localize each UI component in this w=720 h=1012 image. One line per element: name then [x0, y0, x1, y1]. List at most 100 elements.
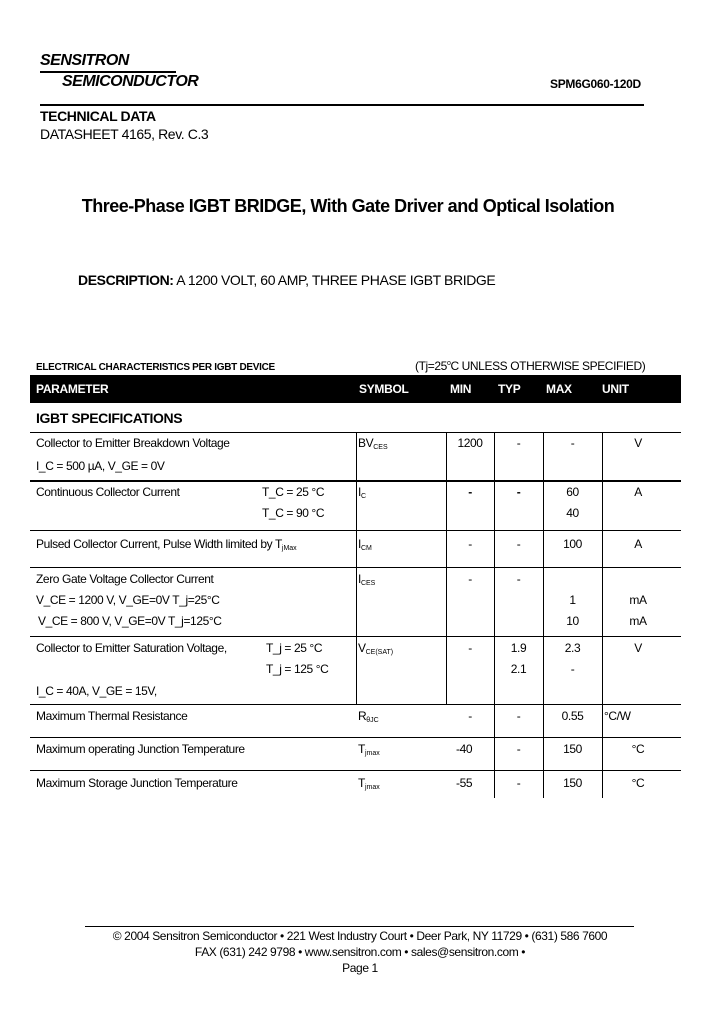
typ-value: 2.1	[510, 662, 527, 676]
page-number: Page 1	[342, 961, 378, 975]
condition-degree: o	[446, 360, 451, 367]
row-divider	[30, 704, 681, 705]
max-value: 10	[566, 614, 579, 628]
min-value: -40	[456, 742, 473, 756]
document-title: Three-Phase IGBT BRIDGE, With Gate Drive…	[81, 196, 615, 216]
max-value: -	[570, 662, 575, 676]
symbol: BVCES	[358, 436, 388, 451]
param-thermal-resistance: Maximum Thermal Resistance	[36, 709, 188, 723]
min-value: -	[468, 537, 472, 551]
unit: V	[634, 436, 642, 450]
symbol: ICM	[358, 537, 372, 552]
table-header: PARAMETER SYMBOL MIN TYP MAX UNIT	[30, 375, 681, 403]
datasheet-number: DATASHEET 4165, Rev. C.3	[40, 126, 209, 142]
typ-value: -	[516, 776, 521, 790]
logo-underline	[40, 71, 176, 73]
param-zero-gate-current: Zero Gate Voltage Collector Current	[36, 572, 214, 586]
part-number: SPM6G060-120D	[550, 77, 641, 91]
max-value: 0.55	[561, 709, 584, 723]
row-divider	[30, 636, 681, 637]
unit: mA	[629, 614, 647, 628]
typ-value: -	[516, 572, 521, 586]
footer-contact: FAX (631) 242 9798 • www.sensitron.com •…	[194, 945, 526, 959]
param-storage-temp: Maximum Storage Junction Temperature	[36, 776, 238, 790]
symbol: Tjmax	[358, 776, 380, 791]
symbol: ICES	[358, 572, 376, 587]
max-value: 40	[566, 506, 579, 520]
description-label: DESCRIPTION:	[78, 272, 174, 288]
condition-text: (Tj=25	[415, 359, 447, 373]
unit: °C	[631, 776, 645, 790]
table-condition: (Tj=25oC UNLESS OTHERWISE SPECIFIED)	[415, 359, 646, 373]
param-condition: V_CE = 1200 V, V_GE=0V T_j=25°C	[36, 593, 220, 607]
technical-data-label: TECHNICAL DATA	[40, 108, 156, 124]
footer-address: © 2004 Sensitron Semiconductor • 221 Wes…	[112, 929, 608, 943]
row-divider	[30, 567, 681, 568]
symbol: IC	[358, 485, 366, 500]
param-operating-temp: Maximum operating Junction Temperature	[36, 742, 245, 756]
typ-value: -	[516, 709, 521, 723]
param-breakdown-voltage: Collector to Emitter Breakdown Voltage	[36, 436, 230, 450]
param-condition: I_C = 500 µA, V_GE = 0V	[36, 459, 165, 473]
min-value: -	[468, 709, 472, 723]
param-pulsed-current: Pulsed Collector Current, Pulse Width li…	[36, 537, 297, 552]
header-typ: TYP	[498, 382, 521, 396]
row-divider	[30, 737, 681, 738]
typ-value: -	[516, 485, 521, 499]
unit: A	[634, 485, 642, 499]
param-continuous-current: Continuous Collector Current	[36, 485, 180, 499]
row-divider	[30, 770, 681, 771]
header-symbol: SYMBOL	[359, 382, 409, 396]
param-condition: T_C = 90 °C	[262, 506, 325, 520]
section-title: IGBT SPECIFICATIONS	[36, 410, 183, 426]
description: DESCRIPTION: A 1200 VOLT, 60 AMP, THREE …	[78, 272, 496, 288]
param-condition: I_C = 40A, V_GE = 15V,	[36, 684, 157, 698]
param-saturation-voltage: Collector to Emitter Saturation Voltage,	[36, 641, 227, 655]
min-value: -	[468, 572, 472, 586]
symbol: VCE(SAT)	[358, 641, 394, 656]
header-max: MAX	[546, 382, 572, 396]
min-value: -55	[456, 776, 473, 790]
param-condition: T_j = 25 °C	[266, 641, 323, 655]
max-value: 150	[563, 742, 582, 756]
max-value: 100	[563, 537, 582, 551]
min-value: -	[468, 485, 472, 499]
unit: V	[634, 641, 642, 655]
header-min: MIN	[450, 382, 472, 396]
param-condition: T_j = 125 °C	[266, 662, 329, 676]
min-value: -	[468, 641, 472, 655]
max-value: -	[570, 436, 575, 450]
min-value: 1200	[457, 436, 483, 450]
row-divider	[30, 480, 681, 482]
header-unit: UNIT	[602, 382, 629, 396]
column-divider	[356, 432, 357, 705]
description-text: A 1200 VOLT, 60 AMP, THREE PHASE IGBT BR…	[176, 272, 496, 288]
symbol: Tjmax	[358, 742, 380, 757]
row-divider	[30, 530, 681, 531]
header-parameter: PARAMETER	[36, 382, 109, 396]
company-name-line1: SENSITRON	[40, 52, 129, 69]
column-divider	[446, 432, 447, 705]
max-value: 2.3	[564, 641, 581, 655]
unit: mA	[629, 593, 647, 607]
param-condition: V_CE = 800 V, V_GE=0V T_j=125°C	[38, 614, 222, 628]
table-caption: ELECTRICAL CHARACTERISTICS PER IGBT DEVI…	[36, 362, 275, 373]
unit: °C	[631, 742, 645, 756]
unit: °C/W	[604, 709, 631, 723]
max-value: 150	[563, 776, 582, 790]
max-value: 60	[566, 485, 579, 499]
symbol: RθJC	[358, 709, 379, 724]
column-divider	[543, 432, 544, 798]
typ-value: -	[516, 537, 521, 551]
header-divider	[40, 104, 644, 106]
row-divider	[30, 432, 681, 433]
condition-text: C UNLESS OTHERWISE SPECIFIED)	[450, 359, 646, 373]
unit: A	[634, 537, 642, 551]
typ-value: -	[516, 436, 521, 450]
typ-value: -	[516, 742, 521, 756]
column-divider	[494, 432, 495, 798]
footer-divider	[85, 926, 634, 927]
column-divider	[602, 432, 603, 798]
param-condition: T_C = 25 °C	[262, 485, 325, 499]
